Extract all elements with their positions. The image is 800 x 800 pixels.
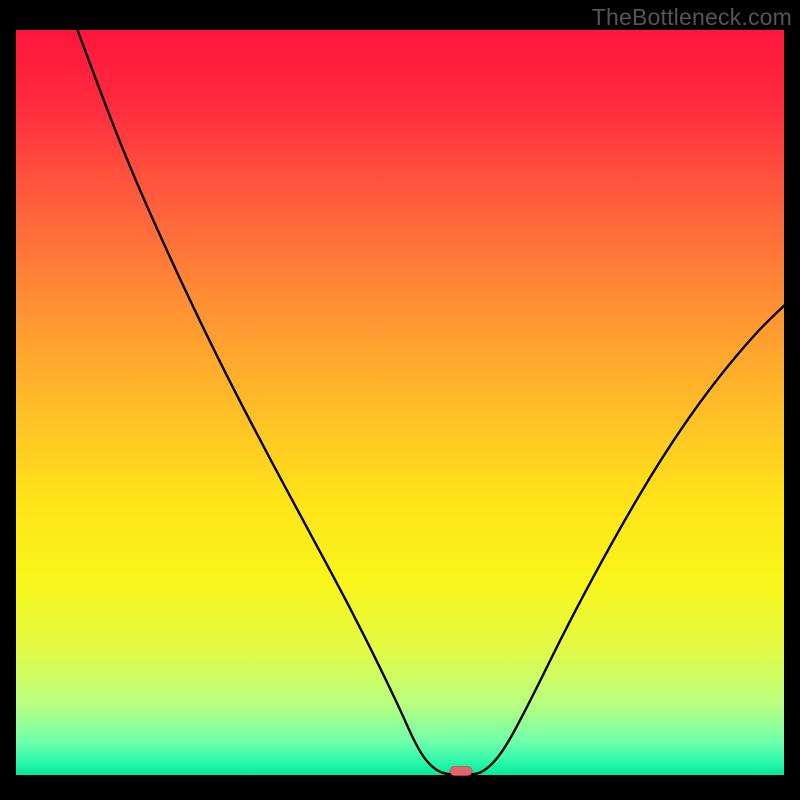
gradient-fill [16,30,784,775]
minimum-marker-pill [450,767,472,776]
stage: TheBottleneck.com [0,0,800,800]
minimum-marker [450,766,473,776]
watermark-text: TheBottleneck.com [592,4,792,31]
bottleneck-chart [16,30,784,775]
